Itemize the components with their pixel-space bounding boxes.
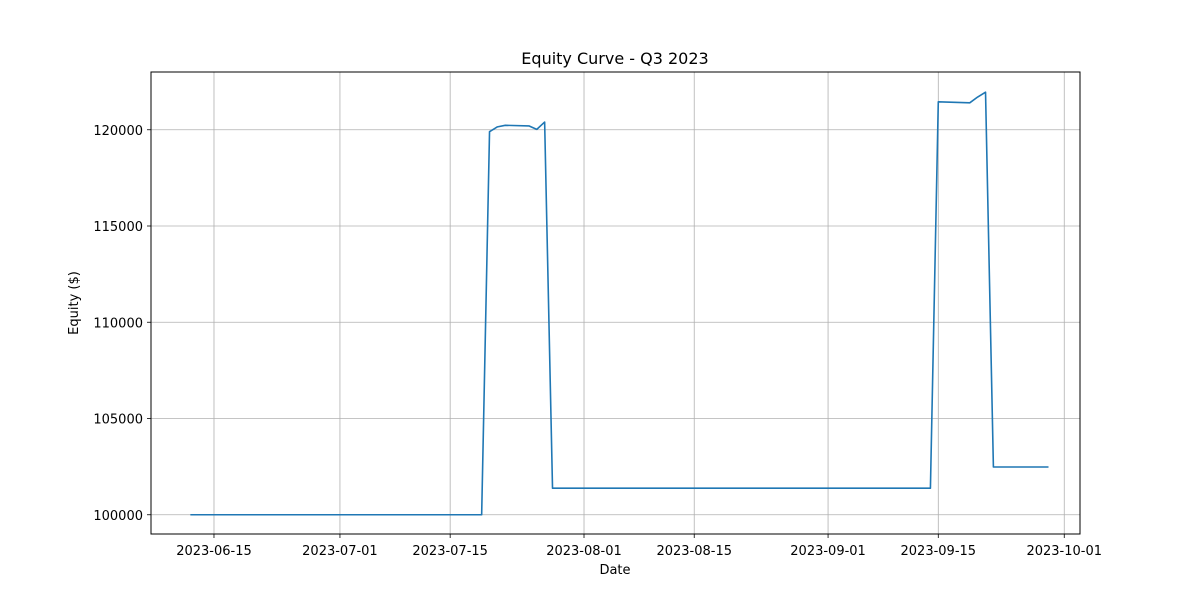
y-tick-label: 110000 bbox=[93, 316, 143, 331]
chart-title: Equity Curve - Q3 2023 bbox=[521, 49, 708, 68]
x-tick-label: 2023-09-15 bbox=[901, 544, 977, 559]
equity-series-line bbox=[190, 91, 1049, 516]
y-tick-label: 100000 bbox=[93, 509, 143, 524]
x-axis-label: Date bbox=[599, 563, 630, 578]
x-tick-label: 2023-07-01 bbox=[302, 544, 378, 559]
y-tick-label: 120000 bbox=[93, 124, 143, 139]
x-tick-label: 2023-08-15 bbox=[656, 544, 732, 559]
x-tick-label: 2023-09-01 bbox=[790, 544, 866, 559]
grid bbox=[151, 72, 1080, 534]
x-tick-label: 2023-07-15 bbox=[412, 544, 488, 559]
y-tick-label: 105000 bbox=[93, 413, 143, 428]
x-tick-label: 2023-10-01 bbox=[1026, 544, 1102, 559]
y-axis-label: Equity ($) bbox=[67, 271, 82, 335]
x-tick-label: 2023-06-15 bbox=[176, 544, 252, 559]
y-tick-label: 115000 bbox=[93, 220, 143, 235]
plot-frame bbox=[150, 71, 1081, 535]
ticks: 2023-06-15 2023-07-01 2023-07-15 2023-08-01… bbox=[93, 124, 1102, 559]
series-layer bbox=[190, 91, 1049, 516]
x-tick-label: 2023-08-01 bbox=[546, 544, 622, 559]
